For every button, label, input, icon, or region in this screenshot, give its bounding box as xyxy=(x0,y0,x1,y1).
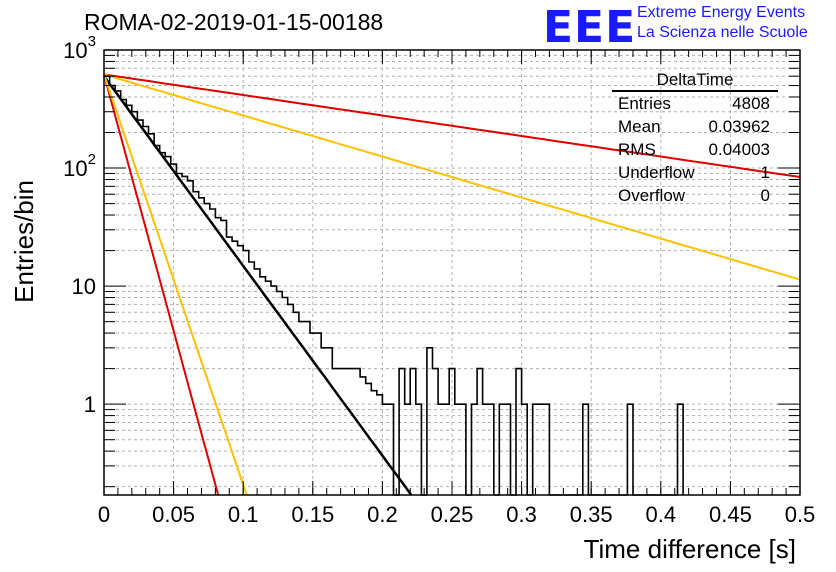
stats-row: RMS 0.04003 xyxy=(612,138,778,161)
stats-value: 0.03962 xyxy=(708,117,770,136)
stats-row: Underflow 1 xyxy=(612,161,778,184)
x-tick-label: 0.2 xyxy=(367,502,398,527)
axis-ticks xyxy=(103,49,801,495)
fit-curve-1 xyxy=(103,73,801,178)
stats-row: Overflow 0 xyxy=(612,184,778,207)
stats-label: RMS xyxy=(618,140,656,159)
x-tick-label: 0.15 xyxy=(291,502,334,527)
x-tick-label: 0.45 xyxy=(709,502,752,527)
stats-label: Underflow xyxy=(618,163,695,182)
y-tick-label: 1 xyxy=(84,392,96,417)
x-tick-label: 0.4 xyxy=(646,502,677,527)
fit-curve-3 xyxy=(103,74,220,496)
stats-title: DeltaTime xyxy=(612,70,778,92)
histogram-outline xyxy=(104,75,684,496)
stats-row: Entries 4808 xyxy=(612,92,778,115)
x-tick-label: 0.1 xyxy=(228,502,259,527)
logo-line-2: La Scienza nelle Scuole xyxy=(637,24,808,41)
stats-row: Mean 0.03962 xyxy=(612,115,778,138)
fit-curve-0 xyxy=(102,75,413,496)
stats-label: Mean xyxy=(618,117,661,136)
tick-labels: 0 0.05 0.1 0.15 0.2 0.25 0.3 0.35 0.4 0.45 0.51101… xyxy=(63,33,815,527)
fit-curve-2 xyxy=(103,73,801,281)
x-tick-label: 0 xyxy=(98,502,110,527)
plot-title: ROMA-02-2019-01-15-00188 xyxy=(84,9,384,35)
y-tick-label: 10 xyxy=(72,274,96,299)
y-axis-label: Entries/bin xyxy=(9,180,39,303)
stats-box: DeltaTime Entries 4808 Mean 0.03962 RMS 0.040… xyxy=(612,70,778,207)
x-axis-label: Time difference [s] xyxy=(584,534,796,564)
x-tick-label: 0.35 xyxy=(570,502,613,527)
eee-logo: EEE xyxy=(543,2,637,53)
stats-value: 0 xyxy=(760,186,770,205)
y-tick-label: 102 xyxy=(63,151,96,181)
x-tick-label: 0.25 xyxy=(431,502,474,527)
stats-value: 4808 xyxy=(732,94,770,113)
stats-label: Entries xyxy=(618,94,671,113)
fit-curve-4 xyxy=(103,74,248,496)
x-tick-label: 0.3 xyxy=(506,502,537,527)
histogram-bars xyxy=(104,75,684,496)
logo-line-1: Extreme Energy Events xyxy=(637,4,806,21)
stats-value: 0.04003 xyxy=(708,140,770,159)
x-tick-label: 0.5 xyxy=(785,502,816,527)
stats-label: Overflow xyxy=(618,186,686,205)
stats-value: 1 xyxy=(760,163,770,182)
x-tick-label: 0.05 xyxy=(152,502,195,527)
y-tick-label: 103 xyxy=(63,33,96,63)
